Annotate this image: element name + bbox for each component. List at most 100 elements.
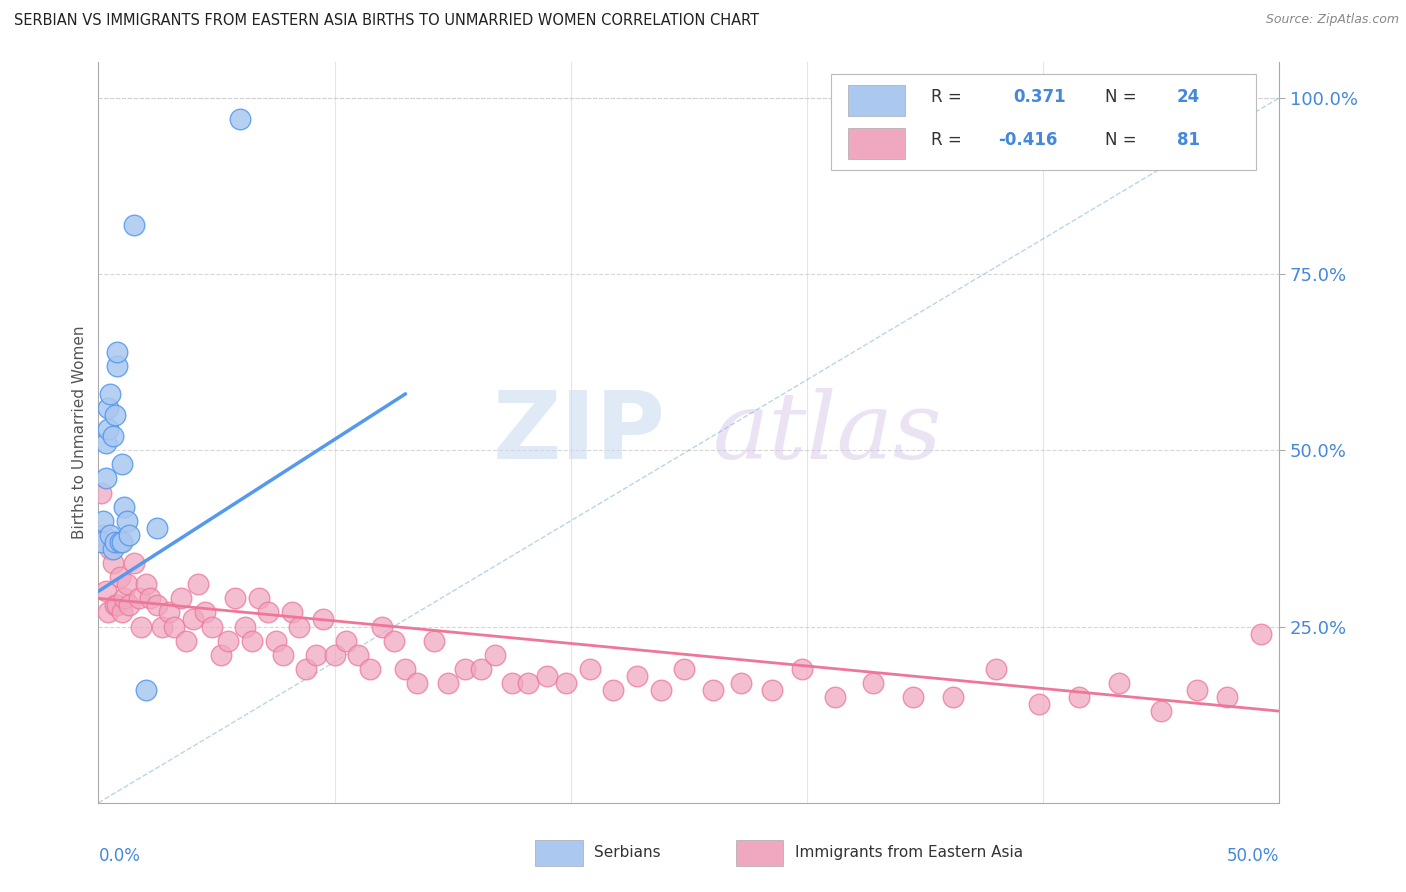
Point xyxy=(111,535,134,549)
Point xyxy=(271,648,294,662)
Point xyxy=(94,471,117,485)
Point xyxy=(761,683,783,698)
Point xyxy=(115,577,138,591)
Point xyxy=(209,648,232,662)
Point xyxy=(201,619,224,633)
Point xyxy=(98,387,121,401)
Point xyxy=(536,669,558,683)
Point xyxy=(517,676,540,690)
Point xyxy=(187,577,209,591)
Point xyxy=(104,535,127,549)
Point xyxy=(247,591,270,606)
Point xyxy=(90,535,112,549)
Text: Source: ZipAtlas.com: Source: ZipAtlas.com xyxy=(1265,13,1399,27)
Text: atlas: atlas xyxy=(713,388,942,477)
Point xyxy=(104,599,127,613)
Point xyxy=(257,606,280,620)
Text: 81: 81 xyxy=(1177,131,1199,149)
Text: 0.0%: 0.0% xyxy=(98,847,141,865)
Point xyxy=(94,436,117,450)
Point xyxy=(224,591,246,606)
FancyBboxPatch shape xyxy=(831,73,1256,169)
Point xyxy=(423,633,446,648)
Text: N =: N = xyxy=(1105,131,1142,149)
Point xyxy=(170,591,193,606)
Point xyxy=(129,619,152,633)
Point xyxy=(394,662,416,676)
Point xyxy=(94,584,117,599)
Point xyxy=(240,633,263,648)
Point xyxy=(437,676,460,690)
Point xyxy=(382,633,405,648)
Point xyxy=(602,683,624,698)
Point xyxy=(97,606,120,620)
Point xyxy=(97,401,120,415)
Point xyxy=(90,485,112,500)
Point xyxy=(484,648,506,662)
Point xyxy=(984,662,1007,676)
Point xyxy=(135,683,157,698)
Text: Immigrants from Eastern Asia: Immigrants from Eastern Asia xyxy=(796,845,1024,860)
Point xyxy=(108,535,131,549)
Point xyxy=(101,556,124,570)
Point xyxy=(305,648,328,662)
Point xyxy=(650,683,672,698)
Point xyxy=(264,633,287,648)
Point xyxy=(194,606,217,620)
Point xyxy=(98,541,121,556)
Point xyxy=(295,662,318,676)
Point xyxy=(1185,683,1208,698)
Point xyxy=(824,690,846,704)
Point xyxy=(122,218,145,232)
Point xyxy=(1028,697,1050,711)
Point xyxy=(312,612,335,626)
Point xyxy=(135,577,157,591)
Point xyxy=(792,662,814,676)
Point xyxy=(101,541,124,556)
Point xyxy=(1150,704,1173,718)
Point xyxy=(111,458,134,472)
Point xyxy=(347,648,370,662)
Point xyxy=(626,669,648,683)
Text: SERBIAN VS IMMIGRANTS FROM EASTERN ASIA BIRTHS TO UNMARRIED WOMEN CORRELATION CH: SERBIAN VS IMMIGRANTS FROM EASTERN ASIA … xyxy=(14,13,759,29)
Point xyxy=(91,514,114,528)
Point xyxy=(112,591,135,606)
Point xyxy=(112,500,135,514)
Point xyxy=(1067,690,1090,704)
Point xyxy=(105,359,128,373)
Text: R =: R = xyxy=(931,88,967,106)
Point xyxy=(288,619,311,633)
Point xyxy=(104,408,127,422)
Point xyxy=(702,683,724,698)
Point xyxy=(323,648,346,662)
Point xyxy=(233,619,256,633)
Point xyxy=(163,619,186,633)
Point xyxy=(903,690,925,704)
Point xyxy=(111,606,134,620)
Point xyxy=(108,570,131,584)
FancyBboxPatch shape xyxy=(848,128,905,159)
Text: ZIP: ZIP xyxy=(492,386,665,479)
FancyBboxPatch shape xyxy=(737,840,783,866)
Point xyxy=(118,599,141,613)
Point xyxy=(1108,676,1130,690)
FancyBboxPatch shape xyxy=(848,86,905,117)
Point xyxy=(217,633,239,648)
Point xyxy=(105,599,128,613)
Point xyxy=(139,591,162,606)
Point xyxy=(470,662,492,676)
Point xyxy=(146,521,169,535)
Text: Serbians: Serbians xyxy=(595,845,661,860)
Point xyxy=(673,662,696,676)
FancyBboxPatch shape xyxy=(536,840,582,866)
Point xyxy=(406,676,429,690)
Point xyxy=(174,633,197,648)
Y-axis label: Births to Unmarried Women: Births to Unmarried Women xyxy=(72,326,87,540)
Point xyxy=(122,556,145,570)
Point xyxy=(371,619,394,633)
Point xyxy=(453,662,475,676)
Point xyxy=(501,676,523,690)
Point xyxy=(118,528,141,542)
Point xyxy=(229,112,252,126)
Point xyxy=(281,606,304,620)
